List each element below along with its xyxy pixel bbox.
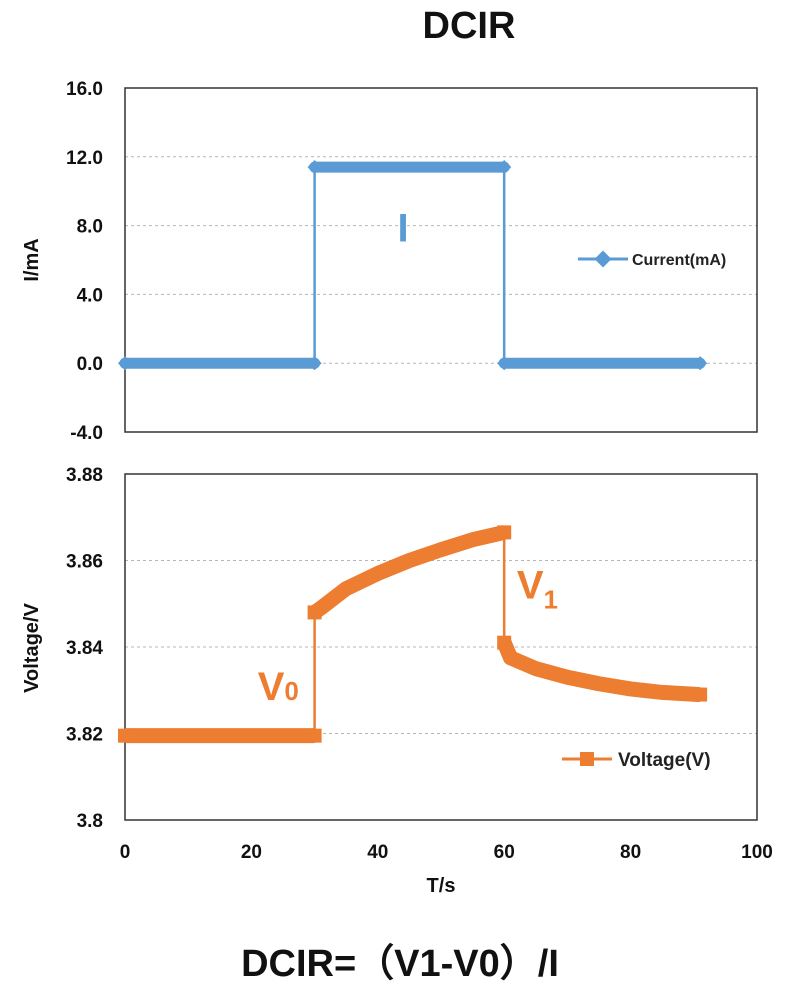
v0-letter: V (258, 665, 285, 709)
voltage-annotation-v0: V0 (258, 665, 299, 709)
voltage-series (118, 525, 708, 744)
v1-letter: V (517, 563, 544, 607)
voltage-x-tick-label: 60 (494, 842, 515, 863)
voltage-y-ticks: 3.88 3.86 3.84 3.82 3.8 (66, 465, 103, 832)
voltage-x-tick-label: 40 (367, 842, 388, 863)
voltage-point (497, 635, 512, 650)
voltage-annotation-v1: V1 (517, 563, 558, 614)
voltage-point (693, 687, 708, 702)
current-point (693, 356, 708, 371)
current-point (307, 160, 322, 175)
voltage-y-axis-label: Voltage/V (21, 603, 43, 693)
current-legend: Current(mA) (578, 250, 726, 269)
voltage-x-axis-label: T/s (427, 875, 456, 897)
current-legend-label: Current(mA) (632, 252, 726, 269)
voltage-x-tick-label: 100 (741, 842, 773, 863)
current-y-ticks: 16.0 12.0 8.0 4.0 0.0 -4.0 (66, 79, 103, 444)
voltage-x-tick-label: 20 (241, 842, 262, 863)
voltage-y-tick-label: 3.84 (66, 638, 103, 659)
current-plot-area (124, 87, 758, 433)
voltage-legend-marker (580, 752, 594, 766)
voltage-y-tick-label: 3.88 (66, 465, 103, 486)
v1-subscript: 1 (544, 584, 558, 614)
voltage-x-tick-label: 80 (620, 842, 641, 863)
voltage-point (307, 728, 322, 743)
voltage-point (307, 605, 322, 620)
voltage-legend: Voltage(V) (562, 750, 711, 771)
voltage-point (497, 525, 512, 540)
current-y-tick-label: 8.0 (77, 217, 103, 238)
voltage-y-tick-label: 3.8 (77, 811, 103, 832)
voltage-x-tick-label: 0 (120, 842, 131, 863)
current-y-tick-label: 16.0 (66, 79, 103, 100)
voltage-gridlines (125, 560, 757, 734)
current-point (307, 356, 322, 371)
voltage-marker-band (497, 639, 701, 703)
current-legend-marker (594, 250, 612, 268)
current-y-tick-label: 4.0 (77, 285, 103, 306)
voltage-point (118, 728, 132, 743)
current-point (497, 160, 512, 175)
current-y-tick-label: -4.0 (70, 423, 103, 444)
current-y-axis-label: I/mA (21, 238, 43, 281)
chart-title: DCIR (423, 5, 516, 47)
current-panel: 16.0 12.0 8.0 4.0 0.0 -4.0 I/mA I Current(mA) (21, 79, 758, 444)
current-annotation-i: I (398, 206, 409, 250)
current-series (117, 160, 708, 371)
current-y-tick-label: 12.0 (66, 148, 103, 169)
current-point (497, 356, 512, 371)
voltage-panel: 3.88 3.86 3.84 3.82 3.8 0 20 40 60 80 100 Voltage… (21, 465, 773, 897)
voltage-marker-band (310, 525, 506, 619)
v0-subscript: 0 (284, 676, 298, 706)
voltage-x-ticks: 0 20 40 60 80 100 (120, 842, 773, 863)
voltage-y-tick-label: 3.82 (66, 725, 103, 746)
voltage-y-tick-label: 3.86 (66, 552, 103, 573)
current-y-tick-label: 0.0 (77, 354, 103, 375)
voltage-plot-area (124, 473, 758, 821)
current-line (125, 165, 701, 365)
dcir-formula: DCIR=（V1-V0）/I (241, 943, 559, 985)
current-point (117, 356, 133, 371)
voltage-legend-label: Voltage(V) (618, 750, 711, 771)
